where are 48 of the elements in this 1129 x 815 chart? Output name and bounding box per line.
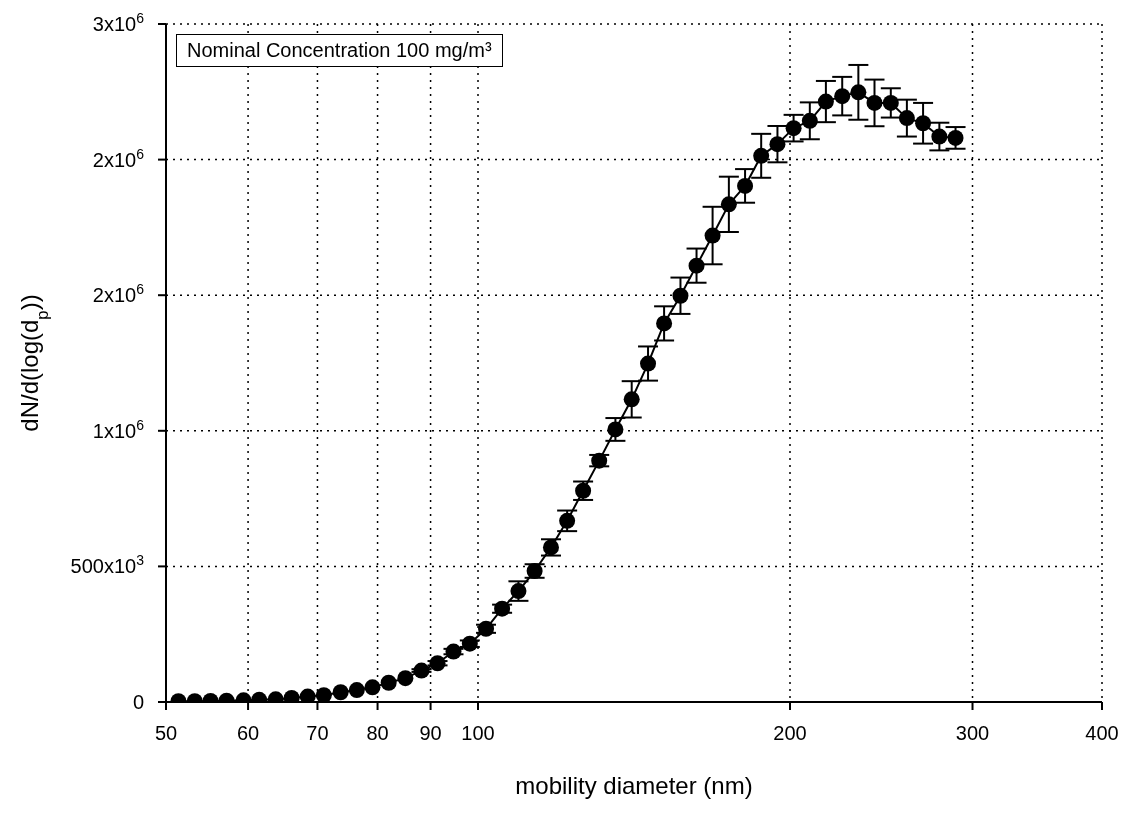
point bbox=[332, 684, 349, 701]
point bbox=[413, 662, 430, 679]
x-tick-label: 100 bbox=[461, 722, 495, 744]
point bbox=[769, 136, 786, 153]
y-tick-label: 2x10$^{6}$ bbox=[92, 281, 145, 307]
point bbox=[915, 115, 932, 132]
point bbox=[785, 120, 802, 137]
point bbox=[640, 355, 657, 372]
point bbox=[299, 688, 316, 702]
x-tick-label: 200 bbox=[773, 722, 807, 744]
x-axis-title: mobility diameter (nm) bbox=[515, 772, 753, 799]
point bbox=[720, 196, 737, 213]
point bbox=[397, 670, 414, 687]
x-tick-label: 80 bbox=[366, 722, 389, 744]
point bbox=[817, 93, 834, 110]
x-tick-label: 70 bbox=[306, 722, 329, 744]
x-tick-label: 50 bbox=[154, 722, 178, 744]
point bbox=[737, 177, 754, 194]
point bbox=[834, 88, 851, 105]
point bbox=[704, 227, 721, 244]
point bbox=[866, 94, 883, 111]
point bbox=[445, 643, 462, 660]
x-tick-label: 400 bbox=[1085, 722, 1119, 744]
point bbox=[364, 679, 381, 696]
point bbox=[656, 315, 673, 332]
point bbox=[753, 147, 770, 164]
point bbox=[850, 84, 867, 101]
point bbox=[623, 391, 640, 408]
point bbox=[882, 94, 899, 111]
y-tick-label: 3x10$^{6}$ bbox=[92, 10, 145, 35]
point bbox=[429, 655, 446, 672]
y-tick-label: 0 bbox=[132, 691, 144, 713]
point bbox=[672, 287, 689, 304]
x-tick-label: 60 bbox=[236, 722, 260, 744]
annotation: Nominal Concentration 100 mg/m³ bbox=[176, 34, 503, 67]
x-tick-label: 300 bbox=[955, 722, 990, 744]
point bbox=[688, 257, 705, 274]
point bbox=[380, 674, 397, 691]
x-tick-label: 90 bbox=[419, 722, 442, 744]
y-tick-label: 2x10$^{6}$ bbox=[92, 145, 145, 171]
y-tick-label: 500x10$^{3}$ bbox=[70, 552, 145, 578]
point bbox=[898, 110, 915, 127]
point bbox=[801, 112, 818, 129]
point bbox=[348, 682, 365, 699]
point bbox=[315, 687, 332, 702]
y-tick-label: 1x10$^{6}$ bbox=[92, 416, 145, 442]
point bbox=[931, 128, 948, 145]
point bbox=[461, 635, 478, 652]
